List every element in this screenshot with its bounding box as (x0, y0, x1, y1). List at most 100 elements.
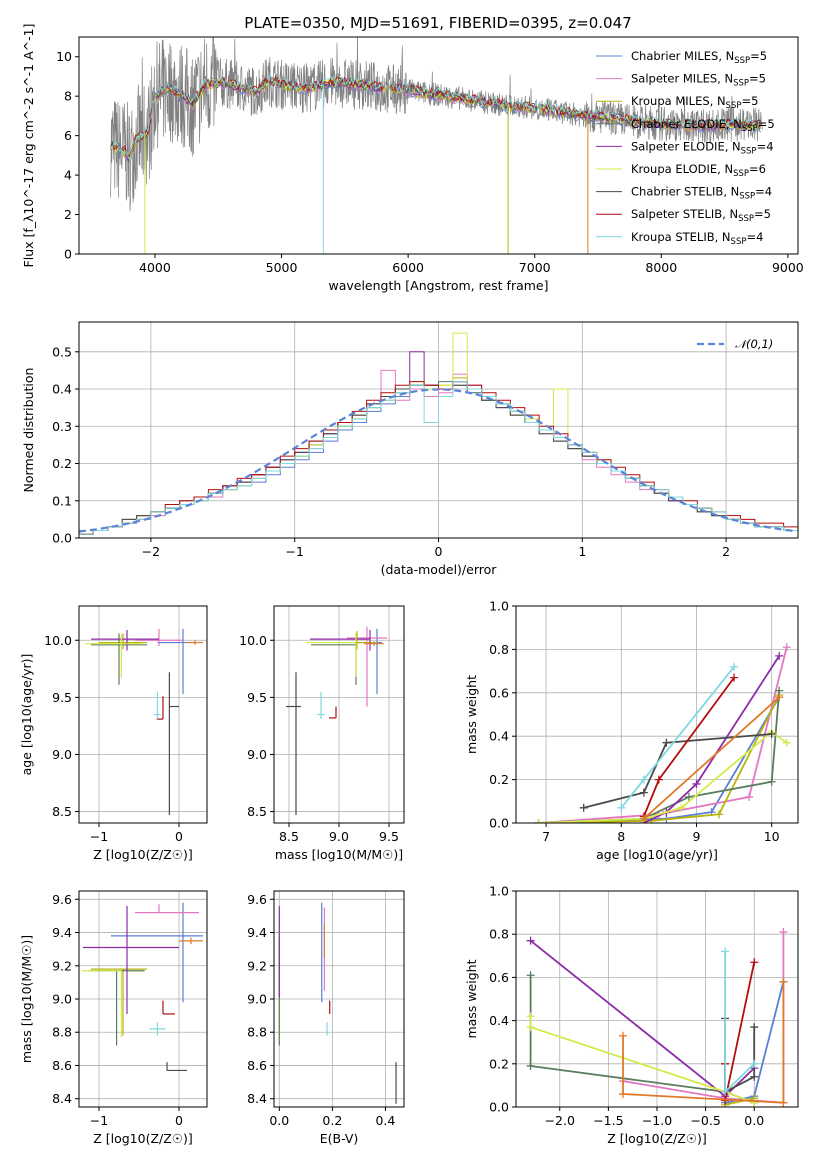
observed-spectrum (110, 37, 763, 212)
massweight-marker (721, 1087, 730, 1096)
figure-title: PLATE=0350, MJD=51691, FIBERID=0395, z=0… (244, 14, 631, 32)
x-tick-label: 2 (722, 544, 730, 559)
x-tick-label: 6000 (392, 260, 424, 275)
residuals-panel: −2 −1 0 1 2 0.0 0.1 0.2 0.3 0.4 0.5 (data-model)/er… (21, 321, 799, 577)
y-tick-label: 10.0 (44, 633, 72, 648)
tick-labels: −2 −1 0 1 2 0.0 0.1 0.2 0.3 0.4 0.5 (52, 344, 730, 559)
massweight-marker (782, 643, 791, 652)
model-spectrum-line (110, 76, 762, 159)
y-tick-label: 0.0 (489, 816, 509, 831)
errorbar-point (83, 905, 179, 1014)
grid-lines (274, 606, 404, 823)
y-tick-label: 9.4 (52, 925, 72, 940)
legend-entry-sub: SSP (733, 79, 749, 89)
legend-entry-name: Salpeter MILES, N (631, 72, 733, 86)
errorbar-point (179, 937, 203, 945)
y-tick-label: 0.4 (489, 729, 509, 744)
plot-area (79, 332, 798, 538)
x-tick-label: 9.0 (329, 829, 349, 844)
legend-entry-sub: SSP (738, 214, 754, 224)
legend-entry: Chabrier STELIB, NSSP=4 (631, 185, 772, 202)
massweight-marker (534, 819, 543, 823)
massweight-marker (639, 814, 648, 823)
y-tick-label: 10.0 (239, 633, 267, 648)
massweight-marker (639, 788, 648, 797)
legend-entry-sub: SSP (742, 124, 758, 134)
y-tick-label: 0.8 (489, 927, 509, 942)
y-tick-label: 6 (64, 128, 72, 143)
legend-entry-name: Kroupa ELODIE, N (631, 162, 733, 176)
massweight-marker (617, 803, 626, 812)
massweight-marker (715, 810, 724, 819)
errorbar-point (149, 1022, 166, 1036)
legend-entry-name: Salpeter STELIB, N (631, 207, 738, 221)
x-tick-label: 0.0 (269, 1113, 289, 1128)
y-tick-label: 4 (64, 168, 72, 183)
massweight-line (643, 696, 780, 820)
model-spectrum-line (110, 73, 762, 160)
massweight-line (583, 733, 772, 809)
legend-entry: Salpeter ELODIE, NSSP=4 (631, 139, 774, 156)
plot-area (81, 902, 203, 1072)
y-tick-label: 10 (56, 49, 72, 64)
legend-entry-count: =5 (758, 117, 775, 131)
massweight-marker (618, 1031, 627, 1040)
y-tick-label: 0.0 (52, 531, 72, 546)
axes-frame (515, 605, 799, 824)
x-tick-label: −2.0 (545, 1113, 575, 1128)
errorbar-point (166, 1062, 187, 1072)
age-vs-metallicity-panel: −1 0 8.5 9.0 9.5 10.0 Z [log10(Z/Z☉)] age [log1… (19, 605, 208, 862)
errorbar-point (286, 672, 301, 816)
legend-entry-name: Chabrier MILES, N (631, 49, 734, 63)
errorbar-point (347, 626, 387, 707)
massweight-line (620, 666, 735, 809)
massweight-marker (767, 730, 776, 739)
errorbar-point (85, 634, 142, 678)
errorbar-point (135, 628, 183, 646)
errorbar-point (88, 970, 145, 1046)
x-tick-label: 10 (764, 829, 780, 844)
x-tick-label: 0.0 (744, 1113, 764, 1128)
x-tick-label: 9.5 (379, 829, 399, 844)
x-axis-label: Z [log10(Z/Z☉)] (607, 1131, 707, 1146)
y-axis-label: age [log10(age/yr)] (19, 654, 34, 776)
age-vs-mass-panel: 8.5 9.0 9.5 8.5 9.0 9.5 10.0 mass [log10(M/M☉)] (239, 605, 405, 862)
x-tick-label: 8.5 (279, 829, 299, 844)
massweight-marker (730, 662, 739, 671)
legend-entry-name: Salpeter ELODIE, N (631, 139, 741, 153)
massweight-marker (526, 1012, 535, 1021)
massweight-marker (677, 803, 686, 812)
massweight-vs-metallicity-panel: −2.0 −1.5 −1.0 −0.5 0.0 0.0 0.2 0.4 0.6 0.8 1.0 Z [… (464, 884, 799, 1146)
errorbar-point (306, 633, 357, 677)
x-tick-label: 0.4 (375, 1113, 395, 1128)
axes-border (515, 605, 799, 824)
legend-entry: Chabrier MILES, NSSP=5 (631, 49, 767, 66)
x-tick-label: 0.2 (322, 1113, 342, 1128)
legend-entry: Kroupa STELIB, NSSP=4 (631, 230, 763, 247)
massweight-marker (618, 1090, 627, 1099)
y-axis-label: mass weight (464, 959, 479, 1038)
y-tick-label: 2 (64, 207, 72, 222)
y-tick-label: 0.1 (52, 493, 72, 508)
axes-frame (78, 36, 799, 255)
x-tick-label: 7 (542, 829, 550, 844)
x-tick-label: 0 (175, 829, 183, 844)
grid-lines (516, 605, 798, 824)
x-axis-label: wavelength [Angstrom, rest frame] (328, 278, 548, 293)
legend-entry-name: Chabrier STELIB, N (631, 185, 739, 199)
errorbar-point (91, 633, 147, 685)
gaussian-curve (79, 388, 796, 533)
plot-area (85, 628, 203, 816)
x-axis-label: Z [log10(Z/Z☉)] (93, 1131, 193, 1146)
legend-entry-count: =4 (757, 139, 774, 153)
y-tick-label: 8.8 (247, 1025, 267, 1040)
y-tick-label: 9.2 (247, 958, 267, 973)
massweight-marker (526, 936, 535, 945)
massweight-marker (721, 947, 730, 956)
massweight-marker (750, 1098, 759, 1107)
legend-entry-sub: SSP (741, 146, 757, 156)
errorbar-point (91, 629, 159, 651)
massweight-marker (779, 977, 788, 986)
y-tick-label: 0.2 (489, 772, 509, 787)
